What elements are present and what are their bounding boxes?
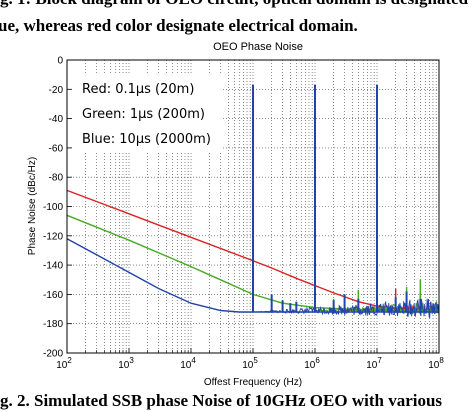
x-tick-label: 107 bbox=[366, 356, 382, 371]
x-tick-label: 104 bbox=[180, 356, 196, 371]
legend-entry-green: Green: 1μs (200m) bbox=[82, 107, 205, 122]
x-tick-label: 106 bbox=[304, 356, 320, 371]
y-tick-label: -100 bbox=[43, 202, 63, 213]
y-tick-label: -200 bbox=[43, 349, 63, 360]
x-tick-exponent: 3 bbox=[129, 356, 134, 365]
legend-box bbox=[72, 73, 222, 153]
x-tick-label: 105 bbox=[242, 356, 258, 371]
x-tick-label: 108 bbox=[428, 356, 444, 371]
y-tick-label: -60 bbox=[49, 143, 64, 154]
y-tick-label: -140 bbox=[43, 261, 63, 272]
legend-entry-red: Red: 0.1μs (20m) bbox=[82, 82, 194, 97]
x-tick-exponent: 7 bbox=[377, 356, 382, 365]
chart-title: OEO Phase Noise bbox=[213, 41, 303, 53]
x-axis-label: Offest Frequency (Hz) bbox=[204, 377, 302, 388]
x-tick-exponent: 8 bbox=[439, 356, 444, 365]
x-tick-label: 103 bbox=[118, 356, 134, 371]
x-tick-exponent: 2 bbox=[67, 356, 72, 365]
y-tick-label: -40 bbox=[49, 114, 64, 125]
series-layer bbox=[66, 84, 440, 319]
x-tick-exponent: 5 bbox=[253, 356, 258, 365]
y-tick-label: -120 bbox=[43, 231, 63, 242]
y-axis-label: Phase Noise (dBc/Hz) bbox=[27, 157, 38, 255]
series-noise-blue bbox=[253, 298, 440, 319]
series-line-green bbox=[66, 214, 439, 312]
y-tick-label: -80 bbox=[49, 173, 64, 184]
caption-top-line1: g. 1: Block diagram of OEO circuit, opti… bbox=[0, 0, 474, 9]
y-tick-label: -20 bbox=[49, 85, 64, 96]
caption-bottom: g. 2. Simulated SSB phase Noise of 10GHz… bbox=[0, 391, 443, 410]
legend-entry-blue: Blue: 10μs (2000m) bbox=[82, 132, 211, 147]
x-tick-exponent: 4 bbox=[191, 356, 196, 365]
y-tick-label: -180 bbox=[43, 319, 63, 330]
y-tick-label: 0 bbox=[57, 56, 63, 67]
caption-top-line2: ue, whereas red color designate electric… bbox=[0, 16, 358, 35]
x-tick-exponent: 6 bbox=[315, 356, 320, 365]
y-tick-label: -160 bbox=[43, 290, 63, 301]
